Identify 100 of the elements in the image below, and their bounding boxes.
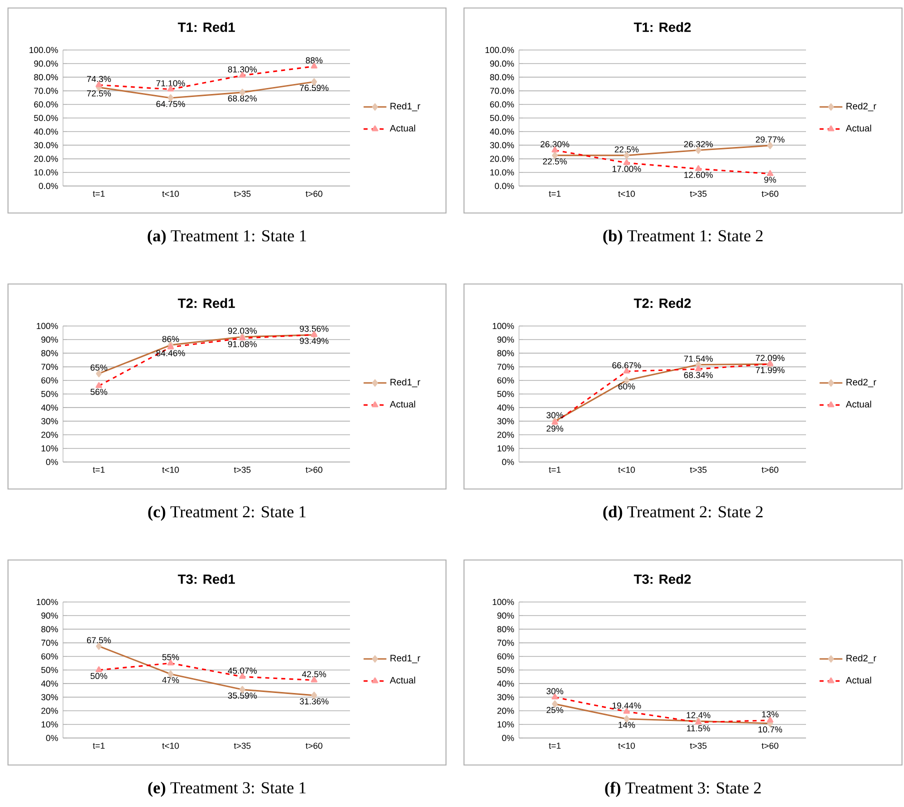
x-tick-label: t>60	[762, 742, 778, 749]
chart-title: T2: Red2	[634, 298, 691, 308]
data-label: 22.5%	[543, 158, 567, 164]
x-tick-label: t=1	[548, 742, 561, 749]
y-tick-label: 100.0%	[30, 46, 58, 54]
x-tick-label: t>60	[306, 190, 322, 197]
y-tick-label: 10%	[498, 721, 514, 728]
x-tick-label: t=1	[92, 742, 105, 749]
text: (f) Treatment 3: State 2	[605, 782, 761, 797]
x-tick-label: t<10	[162, 190, 179, 197]
y-tick-label: 100%	[492, 598, 514, 606]
data-label: 22.5%	[614, 146, 639, 152]
chart-title: T2: Red1	[178, 298, 235, 308]
y-tick-label: 30%	[497, 694, 514, 700]
data-label: 88%	[306, 57, 322, 64]
data-label: 25%	[546, 706, 564, 714]
x-tick-label: t>60	[762, 466, 778, 473]
y-tick-label: 100%	[492, 322, 514, 330]
data-label: 92.03%	[228, 328, 257, 334]
legend-label: Actual	[846, 400, 872, 408]
data-label: 65%	[90, 364, 108, 371]
x-tick-label: t<10	[618, 190, 635, 197]
legend-label: Actual	[390, 400, 416, 408]
text: (b) Treatment 1: State 2	[603, 230, 763, 245]
data-label: 72.09%	[756, 354, 784, 362]
data-label: 55%	[162, 654, 179, 660]
data-label: 68.82%	[228, 95, 257, 102]
y-tick-label: 80.0%	[490, 74, 514, 80]
data-label: 64.75%	[156, 100, 185, 107]
y-tick-label: 100%	[36, 322, 58, 330]
legend-label: Red1_r	[390, 378, 420, 388]
legend-label: Red1_r	[390, 654, 420, 664]
x-tick-label: t>35	[690, 466, 707, 473]
data-label: 30%	[546, 412, 564, 418]
data-label: 26.30%	[540, 141, 570, 148]
data-label: 93.56%	[300, 326, 328, 332]
y-tick-label: 90.0%	[490, 60, 514, 67]
data-label: 26.32%	[684, 141, 713, 148]
data-label: 47%	[162, 677, 179, 684]
y-tick-label: 60%	[497, 377, 514, 384]
chart-title: T3: Red1	[178, 574, 235, 584]
x-tick-label: t<10	[162, 466, 179, 473]
data-label: 42.5%	[302, 671, 326, 678]
text: (a) Treatment 1: State 1	[148, 230, 306, 245]
y-tick-label: 20%	[41, 708, 58, 714]
data-label: 17.00%	[612, 166, 641, 172]
y-tick-label: 40.0%	[34, 128, 58, 135]
data-label: 68.34%	[684, 372, 713, 378]
y-tick-label: 70.0%	[490, 88, 514, 94]
y-tick-label: 70%	[41, 364, 58, 370]
y-tick-label: 40%	[41, 404, 58, 411]
y-tick-label: 10%	[498, 445, 514, 452]
y-tick-label: 50%	[497, 390, 514, 398]
y-tick-label: 50%	[41, 666, 58, 674]
y-tick-label: 0.0%	[38, 182, 58, 190]
y-tick-label: 80.0%	[34, 74, 58, 80]
y-tick-label: 20.0%	[490, 156, 514, 162]
chart-title: T1: Red2	[634, 22, 691, 32]
y-tick-label: 30%	[41, 418, 58, 424]
y-tick-label: 40.0%	[490, 128, 514, 135]
y-tick-label: 50.0%	[34, 114, 58, 122]
data-label: 14%	[618, 722, 635, 728]
x-tick-label: t>35	[234, 466, 251, 473]
data-label: 12.60%	[684, 172, 713, 178]
y-tick-label: 60.0%	[34, 101, 58, 108]
y-tick-label: 40%	[41, 680, 58, 687]
y-tick-label: 90%	[497, 612, 514, 619]
y-tick-label: 60.0%	[490, 101, 514, 108]
y-tick-label: 10%	[42, 721, 58, 728]
chart-title: T1: Red1	[178, 22, 235, 32]
y-tick-label: 80%	[497, 626, 514, 632]
y-tick-label: 70%	[41, 640, 58, 646]
data-label: 74.3%	[87, 76, 111, 82]
data-label: 71.99%	[756, 367, 784, 374]
data-label: 60%	[618, 383, 635, 390]
y-tick-label: 60%	[41, 377, 58, 384]
data-label: 66.67%	[612, 362, 641, 368]
y-tick-label: 100.0%	[486, 46, 514, 54]
data-label: 84.46%	[156, 350, 185, 356]
x-tick-label: t>35	[234, 742, 251, 749]
x-tick-label: t>60	[762, 190, 778, 197]
x-tick-label: t<10	[618, 466, 635, 473]
y-tick-label: 20.0%	[34, 156, 58, 162]
y-tick-label: 80%	[41, 626, 58, 632]
x-tick-label: t>60	[306, 466, 322, 473]
x-tick-label: t=1	[92, 466, 105, 473]
y-tick-label: 90%	[41, 612, 58, 619]
legend-label: Actual	[390, 676, 416, 684]
y-tick-label: 20%	[497, 708, 514, 714]
data-label: 93.49%	[300, 338, 328, 344]
y-tick-label: 80%	[41, 350, 58, 356]
data-label: 86%	[162, 336, 179, 342]
chart-title: T3: Red2	[634, 574, 691, 584]
data-label: 67.5%	[87, 637, 111, 644]
y-tick-label: 90.0%	[34, 60, 58, 67]
legend-label: Red2_r	[846, 378, 876, 388]
data-label: 11.5%	[687, 725, 710, 732]
y-tick-label: 50.0%	[490, 114, 514, 122]
y-tick-label: 0%	[46, 458, 58, 466]
y-tick-label: 0%	[46, 734, 58, 742]
